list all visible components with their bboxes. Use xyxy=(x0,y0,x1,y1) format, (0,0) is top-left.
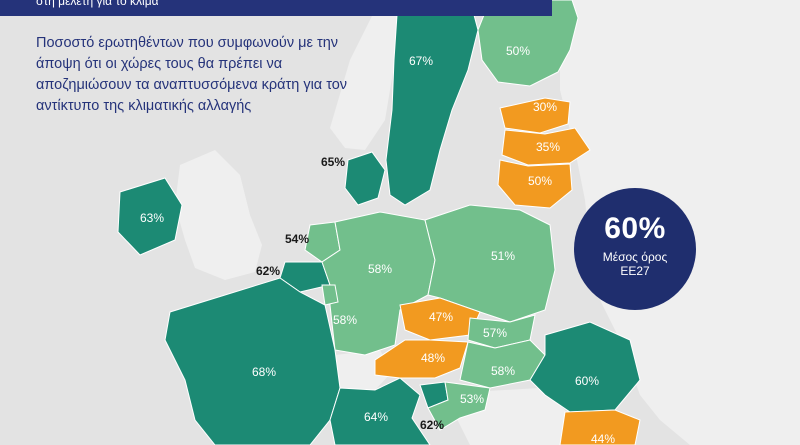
label-italy: 64% xyxy=(364,410,388,424)
map-subtitle: Ποσοστό ερωτηθέντων που συμφωνούν με την… xyxy=(36,35,348,114)
label-slovakia: 57% xyxy=(483,326,507,340)
region-luxembourg xyxy=(321,284,339,306)
region-france xyxy=(164,277,341,445)
label-finland: 50% xyxy=(506,44,530,58)
region-latvia xyxy=(501,127,591,166)
region-sweden xyxy=(385,0,479,206)
region-austria xyxy=(374,339,469,379)
label-romania: 60% xyxy=(575,374,599,388)
eu-average-badge: 60% Μέσος όρος ΕΕ27 xyxy=(574,188,696,310)
label-luxembourg: 58% xyxy=(333,313,357,327)
label-poland: 51% xyxy=(491,249,515,263)
label-slovenia: 62% xyxy=(420,418,444,432)
eu-average-value: 60% xyxy=(604,212,666,245)
region-poland xyxy=(424,204,556,323)
region-lithuania xyxy=(497,159,573,209)
label-croatia: 53% xyxy=(460,392,484,406)
region-bulgaria xyxy=(559,409,641,445)
label-france: 68% xyxy=(252,365,276,379)
region-estonia xyxy=(499,97,571,134)
label-denmark: 65% xyxy=(321,155,345,169)
label-germany: 58% xyxy=(368,262,392,276)
region-ireland xyxy=(117,177,183,256)
region-belgium xyxy=(279,261,331,293)
label-hungary: 58% xyxy=(491,364,515,378)
eu-average-sublabel: ΕΕ27 xyxy=(620,264,650,278)
non-eu-land-norway xyxy=(330,0,400,150)
label-estonia: 30% xyxy=(533,100,557,114)
label-latvia: 35% xyxy=(536,140,560,154)
label-netherlands: 54% xyxy=(285,232,309,246)
label-sweden: 67% xyxy=(409,54,433,68)
non-eu-land-uk xyxy=(175,150,262,280)
region-denmark xyxy=(344,151,386,206)
eu-average-label: Μέσος όρος xyxy=(602,250,668,264)
region-croatia xyxy=(427,381,491,431)
label-bulgaria: 44% xyxy=(591,432,615,445)
label-ireland: 63% xyxy=(140,211,164,225)
region-italy xyxy=(329,377,431,445)
banner-title: στη μελέτη για το κλίμα xyxy=(36,0,159,8)
label-lithuania: 50% xyxy=(528,174,552,188)
region-finland xyxy=(477,0,579,87)
title-banner: στη μελέτη για το κλίμα xyxy=(0,0,552,16)
label-belgium: 62% xyxy=(256,264,280,278)
label-czechia: 47% xyxy=(429,310,453,324)
label-austria: 48% xyxy=(421,351,445,365)
